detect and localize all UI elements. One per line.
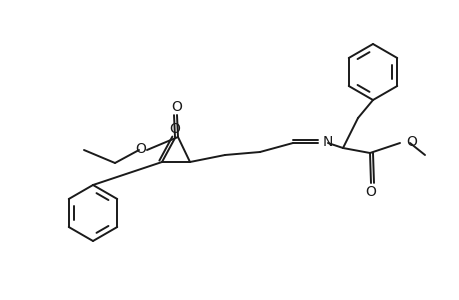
Text: O: O [169,122,180,136]
Text: O: O [365,185,375,199]
Text: O: O [135,142,146,156]
Text: O: O [171,100,182,114]
Text: N: N [322,135,333,149]
Text: O: O [405,135,416,149]
